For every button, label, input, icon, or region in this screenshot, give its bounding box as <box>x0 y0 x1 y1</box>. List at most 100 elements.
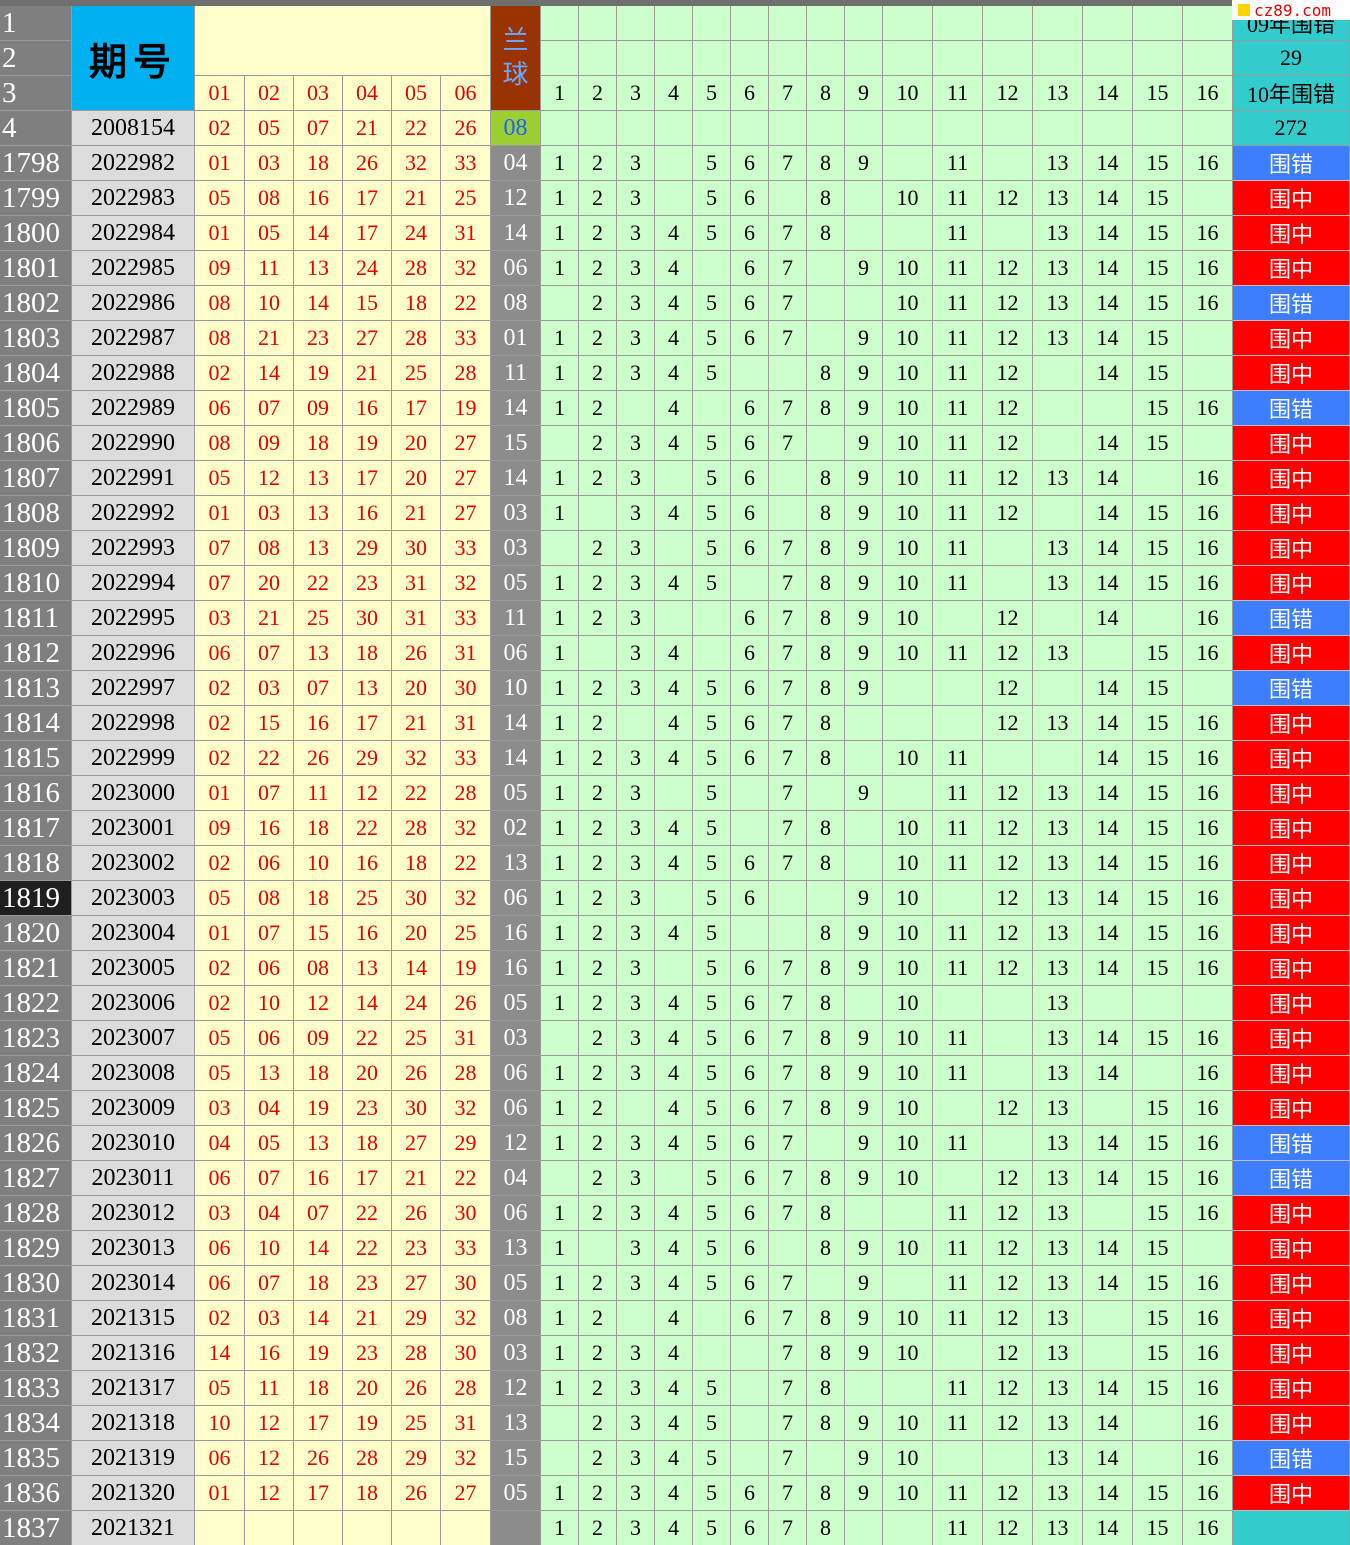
coverage-cell[interactable]: 1 <box>541 356 579 391</box>
coverage-cell[interactable]: 6 <box>731 531 769 566</box>
coverage-cell[interactable]: 6 <box>731 601 769 636</box>
red-number-cell[interactable]: 17 <box>343 216 392 251</box>
red-number-cell[interactable]: 20 <box>392 916 441 951</box>
coverage-cell[interactable]: 8 <box>807 1371 845 1406</box>
period-cell[interactable]: 2023011 <box>72 1161 195 1196</box>
blue-number-cell[interactable]: 13 <box>491 846 541 881</box>
red-number-cell[interactable]: 04 <box>245 1091 294 1126</box>
coverage-cell[interactable]: 8 <box>807 741 845 776</box>
coverage-cell[interactable] <box>769 881 807 916</box>
coverage-cell[interactable]: 1 <box>541 636 579 671</box>
coverage-cell[interactable] <box>983 1021 1033 1056</box>
coverage-cell[interactable]: 10 <box>883 321 933 356</box>
coverage-cell[interactable]: 12 <box>983 951 1033 986</box>
coverage-cell[interactable]: 10 <box>883 811 933 846</box>
coverage-cell[interactable]: 14 <box>1083 1266 1133 1301</box>
coverage-cell[interactable]: 1 <box>541 951 579 986</box>
red-number-cell[interactable]: 23 <box>343 1266 392 1301</box>
coverage-cell[interactable]: 15 <box>1133 146 1183 181</box>
coverage-cell[interactable]: 14 <box>1083 1056 1133 1091</box>
period-cell[interactable]: 2022985 <box>72 251 195 286</box>
blue-number-cell[interactable]: 06 <box>491 1091 541 1126</box>
red-number-cell[interactable]: 21 <box>343 356 392 391</box>
red-number-cell[interactable]: 08 <box>245 181 294 216</box>
coverage-cell[interactable]: 15 <box>1133 951 1183 986</box>
result-cell[interactable]: 围错 <box>1233 391 1350 426</box>
coverage-cell[interactable]: 4 <box>655 1336 693 1371</box>
coverage-cell[interactable]: 2 <box>579 1056 617 1091</box>
coverage-cell[interactable]: 5 <box>693 1231 731 1266</box>
coverage-cell[interactable] <box>731 566 769 601</box>
coverage-cell[interactable]: 11 <box>933 461 983 496</box>
coverage-cell[interactable]: 2 <box>579 566 617 601</box>
blue-number-cell[interactable]: 06 <box>491 1196 541 1231</box>
coverage-cell[interactable]: 4 <box>655 356 693 391</box>
red-number-cell[interactable]: 26 <box>392 1196 441 1231</box>
coverage-cell[interactable]: 12 <box>983 1266 1033 1301</box>
coverage-cell[interactable]: 10 <box>883 951 933 986</box>
coverage-cell[interactable]: 2 <box>579 601 617 636</box>
red-number-cell[interactable]: 05 <box>195 1021 245 1056</box>
row-header[interactable]: 1834 <box>0 1406 72 1441</box>
period-cell[interactable]: 2022992 <box>72 496 195 531</box>
coverage-cell[interactable]: 3 <box>617 1161 655 1196</box>
period-cell[interactable]: 2023000 <box>72 776 195 811</box>
coverage-cell[interactable]: 9 <box>845 1126 883 1161</box>
coverage-cell[interactable]: 7 <box>769 286 807 321</box>
coverage-cell[interactable] <box>883 706 933 741</box>
coverage-cell[interactable]: 16 <box>1183 1056 1233 1091</box>
coverage-cell[interactable] <box>655 1161 693 1196</box>
coverage-cell[interactable]: 6 <box>731 636 769 671</box>
period-cell[interactable]: 2022983 <box>72 181 195 216</box>
red-number-cell[interactable]: 30 <box>392 1091 441 1126</box>
coverage-cell[interactable]: 9 <box>845 496 883 531</box>
coverage-cell[interactable]: 3 <box>617 951 655 986</box>
coverage-cell[interactable]: 1 <box>541 251 579 286</box>
blue-number-cell[interactable]: 03 <box>491 496 541 531</box>
result-cell[interactable]: 围中 <box>1233 1091 1350 1126</box>
coverage-cell[interactable]: 11 <box>933 181 983 216</box>
result-cell[interactable] <box>1233 1511 1350 1545</box>
red-number-cell[interactable]: 33 <box>441 1231 491 1266</box>
coverage-cell[interactable]: 13 <box>1033 1196 1083 1231</box>
coverage-cell[interactable]: 13 <box>1033 1476 1083 1511</box>
coverage-cell[interactable]: 3 <box>617 496 655 531</box>
coverage-cell[interactable]: 16 <box>1183 636 1233 671</box>
coverage-cell[interactable]: 13 <box>1033 1231 1083 1266</box>
coverage-cell[interactable]: 14 <box>1083 566 1133 601</box>
red-number-cell[interactable]: 17 <box>343 1161 392 1196</box>
coverage-cell[interactable] <box>731 1336 769 1371</box>
coverage-cell[interactable]: 11 <box>933 776 983 811</box>
coverage-cell[interactable]: 10 <box>883 1441 933 1476</box>
red-number-cell[interactable]: 33 <box>441 601 491 636</box>
coverage-cell[interactable]: 7 <box>769 1196 807 1231</box>
row-header[interactable]: 1802 <box>0 286 72 321</box>
coverage-cell[interactable]: 2 <box>579 391 617 426</box>
coverage-cell[interactable]: 15 <box>1133 1476 1183 1511</box>
coverage-cell[interactable]: 3 <box>617 846 655 881</box>
coverage-cell[interactable]: 5 <box>693 741 731 776</box>
coverage-cell[interactable]: 7 <box>769 741 807 776</box>
coverage-cell[interactable]: 8 <box>807 1196 845 1231</box>
blue-number-cell[interactable]: 12 <box>491 1126 541 1161</box>
result-cell[interactable]: 围中 <box>1233 1371 1350 1406</box>
row-header[interactable]: 1837 <box>0 1511 72 1545</box>
coverage-cell[interactable] <box>731 1371 769 1406</box>
coverage-cell[interactable]: 7 <box>769 1336 807 1371</box>
red-number-cell[interactable]: 02 <box>195 356 245 391</box>
coverage-cell[interactable]: 15 <box>1133 776 1183 811</box>
coverage-cell[interactable]: 5 <box>693 706 731 741</box>
coverage-cell[interactable] <box>983 216 1033 251</box>
result-cell[interactable]: 围错 <box>1233 146 1350 181</box>
red-number-cell[interactable]: 22 <box>343 811 392 846</box>
coverage-cell[interactable]: 2 <box>579 321 617 356</box>
red-number-cell[interactable]: 18 <box>343 1476 392 1511</box>
coverage-cell[interactable]: 16 <box>1183 146 1233 181</box>
coverage-cell[interactable]: 3 <box>617 601 655 636</box>
coverage-cell[interactable]: 5 <box>693 286 731 321</box>
coverage-cell[interactable]: 12 <box>983 776 1033 811</box>
coverage-cell[interactable] <box>1183 321 1233 356</box>
coverage-cell[interactable]: 6 <box>731 181 769 216</box>
coverage-cell[interactable]: 15 <box>1133 1126 1183 1161</box>
red-number-cell[interactable]: 20 <box>343 1056 392 1091</box>
